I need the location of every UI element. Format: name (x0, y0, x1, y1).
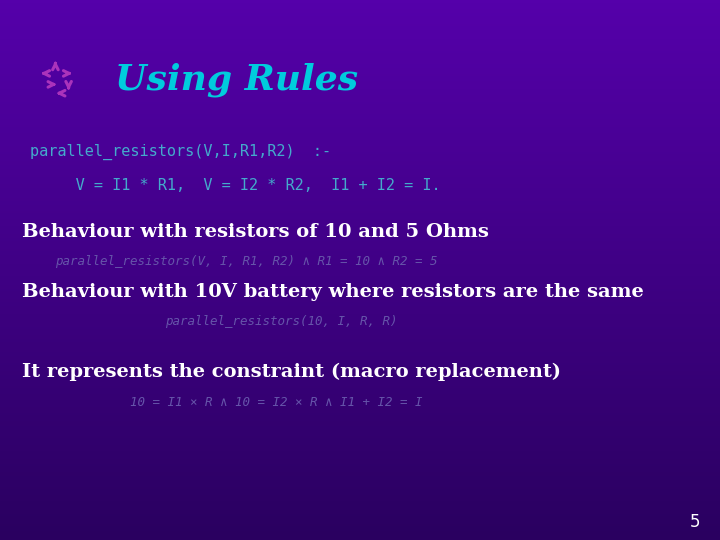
Text: Behaviour with 10V battery where resistors are the same: Behaviour with 10V battery where resisto… (22, 283, 644, 301)
Text: V = I1 * R1,  V = I2 * R2,  I1 + I2 = I.: V = I1 * R1, V = I2 * R2, I1 + I2 = I. (30, 178, 441, 192)
Text: parallel_resistors(10, I, R, R): parallel_resistors(10, I, R, R) (165, 315, 397, 328)
Text: Using Rules: Using Rules (115, 63, 358, 97)
Text: parallel_resistors(V,I,R1,R2)  :-: parallel_resistors(V,I,R1,R2) :- (30, 144, 331, 160)
Text: It represents the constraint (macro replacement): It represents the constraint (macro repl… (22, 363, 561, 381)
Text: parallel_resistors(V, I, R1, R2) ∧ R1 = 10 ∧ R2 = 5: parallel_resistors(V, I, R1, R2) ∧ R1 = … (55, 255, 438, 268)
Text: 10 = I1 × R ∧ 10 = I2 × R ∧ I1 + I2 = I: 10 = I1 × R ∧ 10 = I2 × R ∧ I1 + I2 = I (130, 395, 423, 408)
Text: 5: 5 (690, 513, 700, 531)
Text: Behaviour with resistors of 10 and 5 Ohms: Behaviour with resistors of 10 and 5 Ohm… (22, 223, 489, 241)
